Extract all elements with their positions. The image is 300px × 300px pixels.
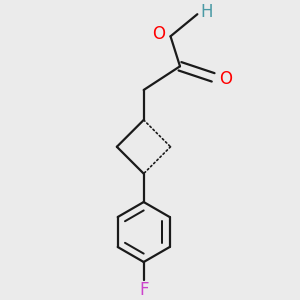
Text: H: H xyxy=(200,3,212,21)
Text: F: F xyxy=(139,281,148,299)
Text: O: O xyxy=(152,25,165,43)
Text: O: O xyxy=(219,70,232,88)
